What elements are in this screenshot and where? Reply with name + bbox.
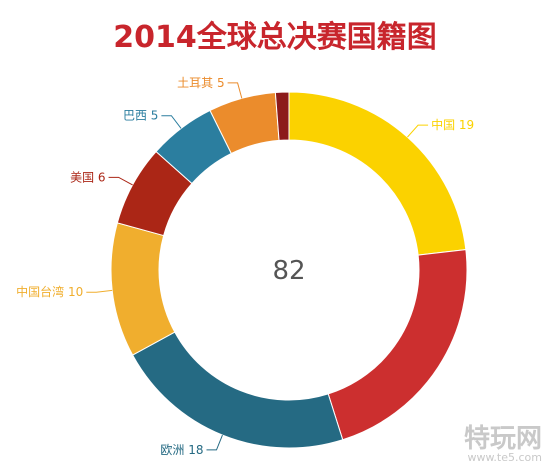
- donut-slice: [288, 91, 467, 256]
- leader-line: [108, 176, 133, 186]
- center-total-label: 82: [272, 256, 305, 286]
- leader-line: [86, 289, 113, 293]
- donut-slice: [327, 249, 468, 441]
- slice-label: 中国台湾 10: [16, 284, 83, 299]
- slice-label: 巴西 5: [123, 109, 158, 123]
- slice-label: 欧洲 18: [160, 443, 203, 457]
- watermark: 特玩网 www.te5.com: [464, 426, 542, 464]
- donut-slice: [131, 331, 344, 449]
- donut-slice: [110, 222, 176, 356]
- leader-line: [227, 82, 243, 99]
- slice-label: 美国 6: [70, 170, 105, 184]
- watermark-url: www.te5.com: [467, 451, 542, 464]
- slice-label: 中国 19: [431, 117, 474, 132]
- leader-line: [407, 124, 429, 138]
- watermark-text: 特玩网: [463, 424, 542, 454]
- donut-slice: [274, 91, 290, 141]
- leader-line: [161, 115, 182, 129]
- chart-title: 2014全球总决赛国籍图: [113, 20, 437, 55]
- slice-label: 土耳其 5: [177, 76, 224, 90]
- leader-line: [206, 434, 223, 451]
